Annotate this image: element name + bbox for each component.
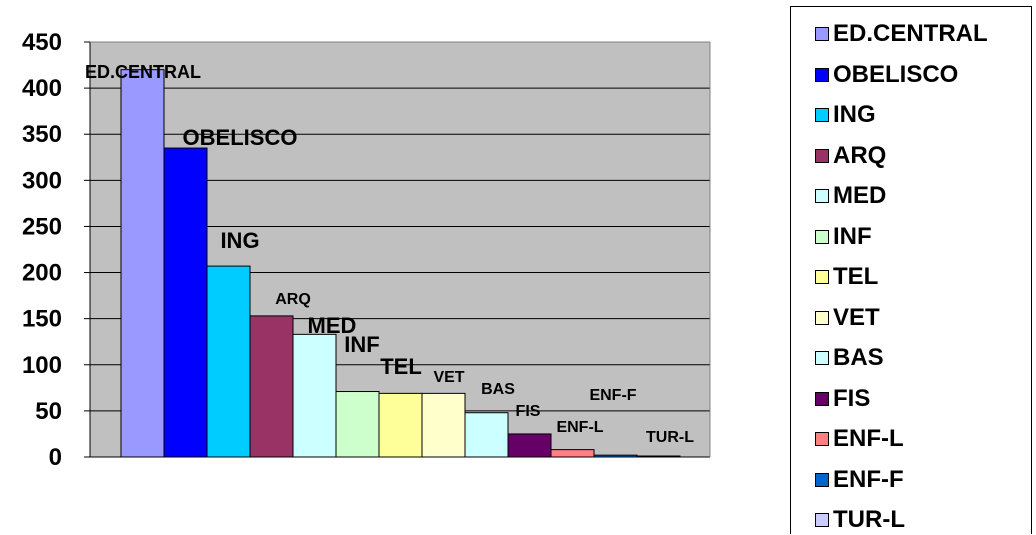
data-label: ING: [220, 228, 259, 253]
legend-swatch: [815, 148, 829, 163]
bar-obelisco: [163, 147, 208, 458]
legend-swatch: [815, 189, 829, 203]
bar-vet: [421, 392, 466, 458]
legend: ED.CENTRAL OBELISCO ING ARQ MED INF TEL VET BAS F…: [790, 6, 1032, 534]
legend-item: ARQ: [815, 141, 886, 171]
legend-label: ED.CENTRAL: [833, 20, 988, 47]
legend-item: INF: [815, 222, 872, 252]
legend-label: TEL: [833, 263, 879, 290]
bar-enf-l: [550, 449, 595, 458]
y-tick-label: 0: [49, 444, 62, 471]
bar-tur-l: [636, 455, 681, 458]
bar-med: [292, 333, 337, 458]
legend-swatch: [815, 67, 829, 82]
data-label: FIS: [516, 403, 541, 420]
bar-inf: [335, 391, 380, 458]
y-tick-label: 450: [22, 29, 62, 56]
legend-swatch: [815, 27, 829, 41]
bar-ing: [206, 265, 251, 458]
legend-item: MED: [815, 181, 886, 211]
bar-arq: [249, 315, 294, 458]
legend-item: OBELISCO: [815, 60, 958, 90]
legend-item: TUR-L: [815, 505, 905, 535]
data-label: BAS: [481, 381, 515, 398]
legend-item: TEL: [815, 262, 878, 292]
legend-label: ARQ: [833, 141, 887, 169]
legend-swatch: [815, 229, 829, 244]
y-tick-label: 400: [22, 75, 62, 102]
legend-swatch: [815, 472, 829, 487]
legend-item: VET: [815, 303, 880, 333]
legend-label: ENF-L: [833, 425, 904, 452]
bar-ed-central: [120, 69, 165, 458]
legend-label: FIS: [833, 384, 871, 412]
legend-item: FIS: [815, 384, 870, 414]
data-label: VET: [433, 369, 464, 386]
bar-tel: [378, 392, 423, 458]
data-label: TUR-L: [646, 429, 694, 446]
data-label: MED: [308, 313, 357, 338]
data-label: INF: [344, 332, 379, 357]
y-tick-label: 300: [22, 167, 62, 194]
bar-chart: 0 50 100 150 200 250 300 350 400 450 ED.CENTRAL OB…: [22, 29, 711, 471]
y-tick-label: 100: [22, 352, 62, 379]
legend-swatch: [815, 513, 829, 527]
y-tick-label: 350: [22, 121, 62, 148]
legend-item: ENF-F: [815, 465, 904, 495]
bar-enf-f: [593, 454, 638, 458]
data-label: ARQ: [275, 291, 311, 308]
legend-label: OBELISCO: [833, 60, 959, 88]
data-label: ENF-L: [556, 419, 603, 436]
legend-label: MED: [833, 182, 887, 209]
data-label: OBELISCO: [183, 125, 298, 150]
bar-fis: [507, 433, 552, 458]
y-tick-label: 150: [22, 306, 62, 333]
legend-label: ENF-F: [833, 465, 904, 493]
legend-swatch: [815, 270, 829, 284]
y-tick-label: 200: [22, 260, 62, 287]
legend-item: ED.CENTRAL: [815, 19, 988, 49]
legend-item: BAS: [815, 343, 884, 373]
data-label: TEL: [380, 354, 422, 379]
legend-label: BAS: [833, 344, 884, 371]
bars: [120, 69, 681, 458]
legend-label: TUR-L: [833, 506, 905, 533]
legend-swatch: [815, 310, 829, 325]
legend-swatch: [815, 108, 829, 122]
legend-item: ING: [815, 100, 876, 130]
legend-label: VET: [833, 303, 880, 331]
legend-label: ING: [833, 101, 876, 128]
y-tick-label: 250: [22, 213, 62, 240]
legend-swatch: [815, 351, 829, 365]
legend-swatch: [815, 391, 829, 406]
data-label: ED.CENTRAL: [85, 62, 201, 82]
bar-bas: [464, 412, 509, 458]
y-tick-label: 50: [35, 398, 62, 425]
legend-swatch: [815, 432, 829, 446]
y-axis: 0 50 100 150 200 250 300 350 400 450: [22, 29, 711, 471]
legend-item: ENF-L: [815, 424, 904, 454]
data-label: ENF-F: [589, 387, 636, 404]
legend-label: INF: [833, 222, 872, 250]
